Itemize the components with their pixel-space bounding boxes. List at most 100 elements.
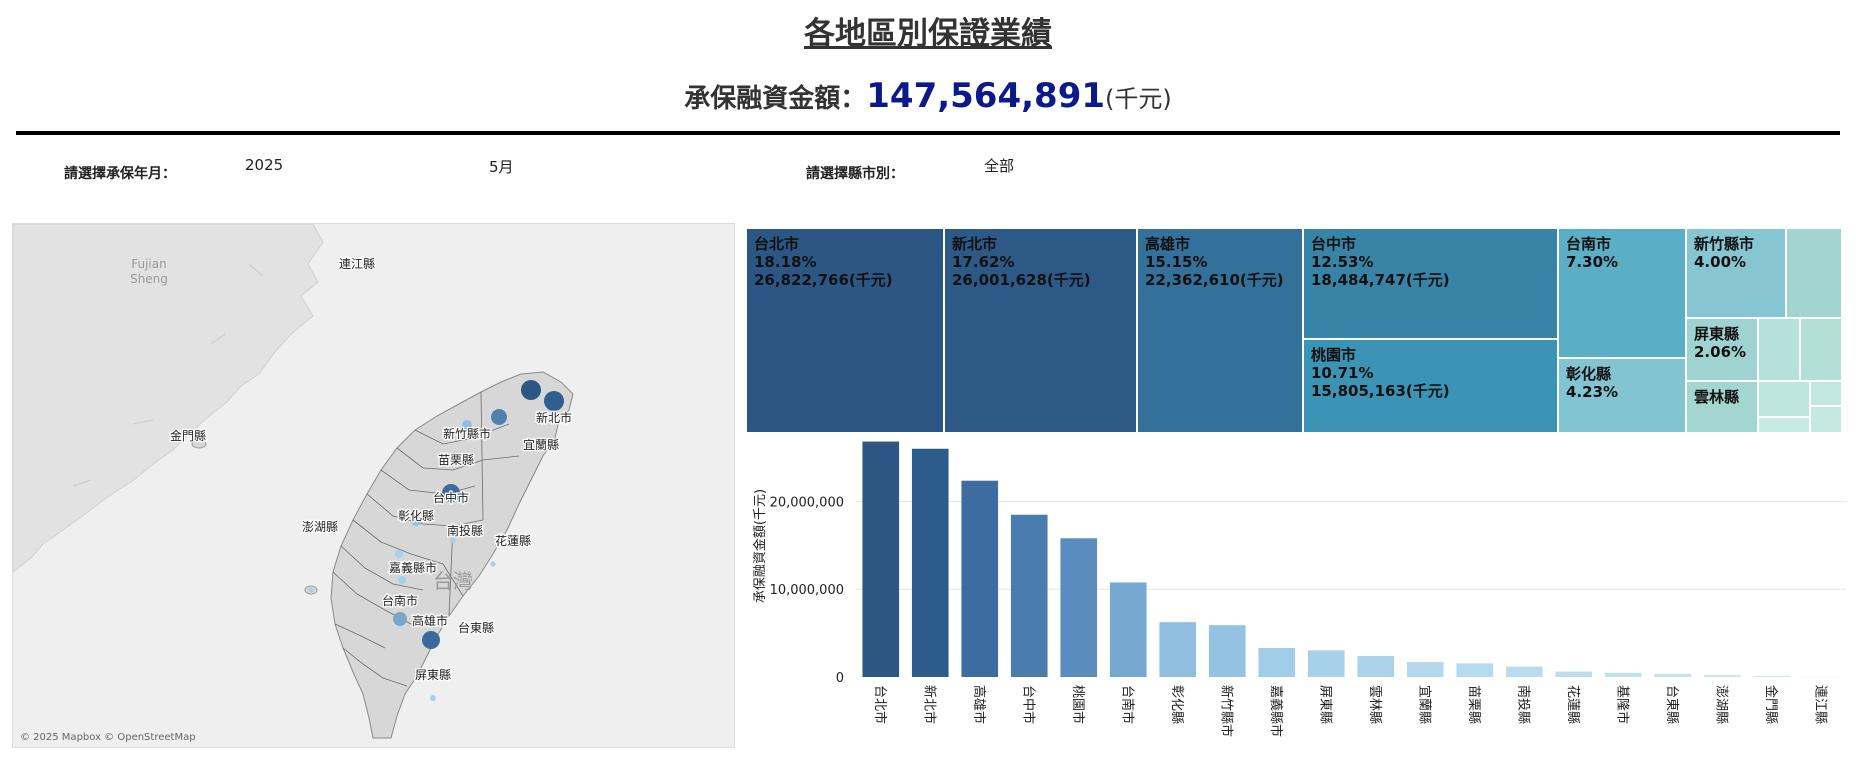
x-tick-label: 台中市 <box>1020 685 1036 724</box>
bar[interactable] <box>1703 674 1741 677</box>
bar[interactable] <box>961 480 999 677</box>
map-place-label: 宜蘭縣 <box>523 437 559 452</box>
treemap-tile-small[interactable] <box>1786 228 1842 318</box>
treemap-tile-small[interactable] <box>1810 406 1842 433</box>
bubble-new-taipei[interactable] <box>544 391 564 411</box>
treemap-tile-pct: 17.62% <box>952 253 1015 271</box>
bar[interactable] <box>1159 622 1197 677</box>
x-tick-label: 台南市 <box>1119 685 1135 724</box>
map-attribution: © 2025 Mapbox © OpenStreetMap <box>20 732 196 743</box>
treemap-tile-small[interactable] <box>1758 417 1810 433</box>
bar[interactable] <box>1208 625 1246 677</box>
taiwan-map[interactable]: Fujian Sheng 台灣 連江縣 金門縣 澎湖縣 新北市 新竹縣市 宜蘭縣 苗栗縣 台中… <box>12 223 735 748</box>
bar[interactable] <box>1456 663 1494 677</box>
map-place-label: 彰化縣 <box>398 508 434 523</box>
bar[interactable] <box>1060 538 1098 677</box>
mainland-coast-detail <box>72 263 264 487</box>
map-region-label-1: Fujian <box>131 257 166 271</box>
county-borders <box>332 391 520 687</box>
county-select[interactable]: 全部 <box>984 157 1015 175</box>
bubble-miaoli[interactable] <box>455 454 461 460</box>
treemap-tile-pct: 4.00% <box>1694 253 1747 271</box>
treemap-chart: 台北市 18.18% 26,822,766(千元) 新北市 17.62% 26,001,6… <box>746 228 1842 433</box>
month-select[interactable]: 5月 <box>489 158 514 176</box>
bar[interactable] <box>862 441 900 677</box>
bubble-kaohsiung[interactable] <box>422 631 440 649</box>
treemap-tile-small[interactable] <box>1758 318 1800 381</box>
bar[interactable] <box>1109 582 1147 677</box>
treemap-tile-pct: 10.71% <box>1311 364 1374 382</box>
treemap-tile-small[interactable] <box>1810 381 1842 406</box>
treemap-tile[interactable]: 屏東縣 2.06% <box>1686 318 1758 381</box>
treemap-tile[interactable]: 台中市 12.53% 18,484,747(千元) <box>1303 228 1558 339</box>
treemap-tile-name: 台中市 <box>1311 235 1357 253</box>
x-tick-label: 南投縣 <box>1515 685 1531 724</box>
bar[interactable] <box>1357 655 1395 677</box>
bubble-pingtung[interactable] <box>430 695 436 701</box>
treemap-tile-pct: 7.30% <box>1566 253 1619 271</box>
bar[interactable] <box>1555 671 1593 677</box>
treemap-tile-pct: 4.23% <box>1566 383 1619 401</box>
y-tick-label: 0 <box>836 671 844 686</box>
bubble-tainan[interactable] <box>393 612 407 626</box>
treemap-tile-name: 台北市 <box>754 235 800 253</box>
map-place-label: 台東縣 <box>458 620 494 635</box>
bubble-changhua[interactable] <box>411 516 421 526</box>
bar[interactable] <box>1753 675 1791 677</box>
treemap-tile-name: 桃園市 <box>1311 346 1357 364</box>
treemap-tile[interactable]: 台南市 7.30% <box>1558 228 1686 358</box>
bar[interactable] <box>1307 650 1345 677</box>
total-amount: 承保融資金額：147,564,891(千元) <box>0 76 1856 116</box>
treemap-tile[interactable]: 彰化縣 4.23% <box>1558 358 1686 433</box>
treemap-tile-amount: 22,362,610(千元) <box>1145 271 1284 289</box>
bubble-yunlin[interactable] <box>395 550 403 558</box>
x-tick-label: 連江縣 <box>1812 685 1827 724</box>
bubble-taoyuan[interactable] <box>491 409 507 425</box>
x-tick-label: 花蓮縣 <box>1565 685 1581 724</box>
bubble-nantou[interactable] <box>450 537 456 543</box>
x-tick-label: 台東縣 <box>1664 685 1680 724</box>
bubble-hualien[interactable] <box>490 561 496 567</box>
x-tick-label: 屏東縣 <box>1317 685 1333 724</box>
bubble-penghu[interactable] <box>308 587 314 593</box>
x-tick-label: 宜蘭縣 <box>1416 685 1432 724</box>
treemap-tile[interactable]: 高雄市 15.15% 22,362,610(千元) <box>1137 228 1303 433</box>
bubble-taipei[interactable] <box>521 380 541 400</box>
treemap-tile[interactable]: 桃園市 10.71% 15,805,163(千元) <box>1303 339 1558 433</box>
total-value: 147,564,891 <box>866 76 1106 116</box>
treemap-tile-small[interactable] <box>1758 381 1810 417</box>
treemap-tile-small[interactable] <box>1800 318 1842 381</box>
bar[interactable] <box>1010 514 1048 677</box>
map-place-label: 嘉義縣市 <box>389 560 437 575</box>
bubble-chiayi[interactable] <box>398 576 406 584</box>
x-tick-label: 高雄市 <box>971 685 987 724</box>
treemap-tile[interactable]: 新北市 17.62% 26,001,628(千元) <box>944 228 1137 433</box>
x-tick-label: 金門縣 <box>1763 685 1779 724</box>
bar[interactable] <box>1258 648 1296 677</box>
map-place-label: 南投縣 <box>447 523 483 538</box>
x-tick-label: 新竹縣市 <box>1218 685 1234 737</box>
treemap-tile[interactable]: 新竹縣市 4.00% <box>1686 228 1786 318</box>
x-tick-label: 嘉義縣市 <box>1268 685 1284 737</box>
x-tick-label: 澎湖縣 <box>1713 685 1728 724</box>
bar[interactable] <box>1604 672 1642 677</box>
bar[interactable] <box>1654 673 1692 677</box>
bar[interactable] <box>1505 666 1543 677</box>
treemap-tile[interactable]: 雲林縣 <box>1686 381 1758 433</box>
year-select[interactable]: 2025 <box>245 156 284 174</box>
map-place-label: 台中市 <box>433 490 469 505</box>
bubble-taichung[interactable] <box>442 484 460 502</box>
bar[interactable] <box>1406 662 1444 677</box>
treemap-tile-amount: 26,001,628(千元) <box>952 271 1091 289</box>
map-place-label: 連江縣 <box>339 257 375 271</box>
treemap-tile-name: 屏東縣 <box>1694 325 1740 343</box>
y-tick-label: 10,000,000 <box>770 583 844 598</box>
bubble-hsinchu[interactable] <box>462 420 472 430</box>
map-island-label: 台灣 <box>433 569 473 593</box>
map-place-label: 屏東縣 <box>415 668 451 682</box>
treemap-tile[interactable]: 台北市 18.18% 26,822,766(千元) <box>746 228 944 433</box>
bar[interactable] <box>911 448 949 677</box>
bubble-yilan[interactable] <box>539 440 545 446</box>
treemap-tile-amount: 26,822,766(千元) <box>754 271 893 289</box>
